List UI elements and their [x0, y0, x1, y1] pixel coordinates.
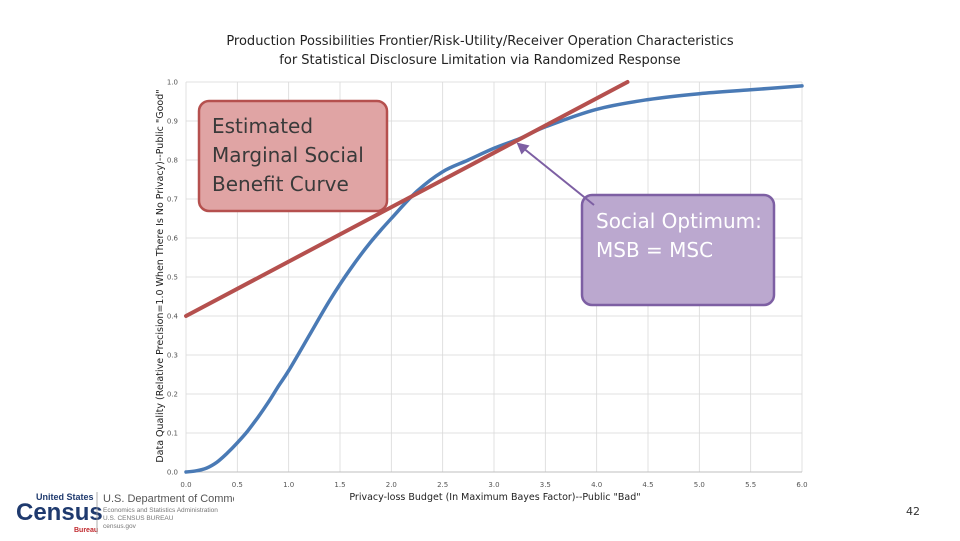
tick-labels: 0.0 0.5 1.0 1.5 2.0 2.5 3.0 3.5 4.0 4.5 5.0 5.5 6.0 0… [167, 79, 808, 490]
y-tick-label: 1.0 [167, 79, 178, 87]
optimum-label-line: MSB = MSC [596, 238, 714, 262]
optimum-label-box [580, 193, 776, 307]
y-tick-label: 0.2 [167, 391, 178, 399]
logo-brand-top: United States [36, 492, 94, 502]
logo-line-3: census.gov [103, 523, 137, 530]
x-tick-label: 2.5 [437, 481, 448, 489]
x-tick-label: 2.0 [386, 481, 397, 489]
y-tick-label: 0.6 [167, 235, 179, 243]
msb-label-line: Estimated [212, 114, 314, 138]
census-logo: United States Census Bureau U.S. Departm… [14, 490, 254, 536]
x-tick-label: 5.5 [745, 481, 756, 489]
y-tick-label: 0.5 [167, 274, 178, 282]
y-tick-label: 0.1 [167, 430, 178, 438]
x-tick-label: 0.5 [232, 481, 243, 489]
optimum-arrow-head [516, 142, 530, 155]
optimum-arrow-line [521, 146, 595, 206]
y-tick-label: 0.7 [167, 196, 178, 204]
y-tick-label: 0.9 [167, 118, 178, 126]
x-tick-label: 6.0 [796, 481, 807, 489]
y-tick-label: 0.0 [167, 469, 178, 477]
x-tick-label: 1.0 [283, 481, 294, 489]
y-axis-label: Data Quality (Relative Precision=1.0 Whe… [155, 89, 166, 462]
annotations [197, 99, 776, 307]
chart-title: Production Possibilities Frontier/Risk-U… [140, 32, 820, 70]
x-tick-label: 3.0 [488, 481, 499, 489]
logo-dept: U.S. Department of Commerce [103, 493, 234, 505]
optimum-label-line: Social Optimum: [596, 209, 762, 233]
x-tick-label: 3.5 [540, 481, 551, 489]
x-tick-label: 5.0 [694, 481, 705, 489]
optimum-label: Social Optimum: MSB = MSC [596, 207, 762, 265]
x-axis-label: Privacy-loss Budget (In Maximum Bayes Fa… [349, 492, 640, 503]
x-tick-label: 4.5 [642, 481, 653, 489]
logo-line-2: U.S. CENSUS BUREAU [103, 515, 174, 522]
y-tick-label: 0.8 [167, 157, 178, 165]
logo-brand-sub: Bureau [74, 527, 98, 534]
y-tick-label: 0.3 [167, 352, 178, 360]
census-logo-mark: United States Census Bureau U.S. Departm… [16, 492, 254, 534]
msb-label-box [197, 99, 389, 213]
page-number: 42 [906, 505, 920, 518]
tangent-line [184, 80, 630, 318]
x-tick-label: 0.0 [180, 481, 191, 489]
x-tick-label: 4.0 [591, 481, 602, 489]
chart-title-line-2: for Statistical Disclosure Limitation vi… [279, 53, 681, 68]
series-group [184, 80, 804, 474]
x-tick-label: 1.5 [334, 481, 345, 489]
chart-title-line-1: Production Possibilities Frontier/Risk-U… [226, 34, 734, 49]
frontier-curve [184, 84, 804, 474]
msb-label-line: Marginal Social [212, 143, 364, 167]
y-tick-label: 0.4 [167, 313, 179, 321]
msb-label-line: Benefit Curve [212, 172, 349, 196]
logo-brand-main: Census [16, 499, 103, 526]
msb-label: Estimated Marginal Social Benefit Curve [212, 112, 364, 199]
logo-line-1: Economics and Statistics Administration [103, 507, 218, 514]
